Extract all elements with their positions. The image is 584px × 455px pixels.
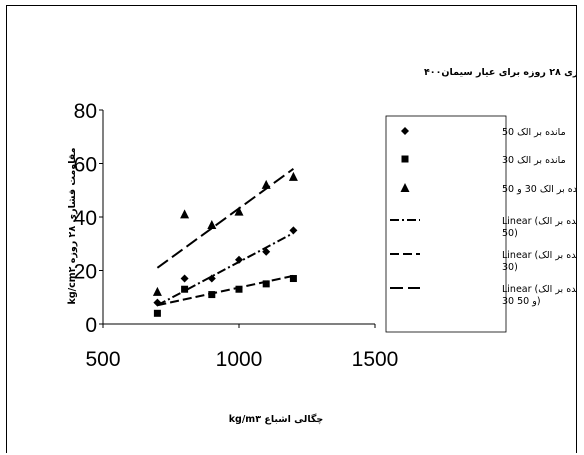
triangle-marker — [289, 172, 298, 181]
square-marker — [263, 280, 270, 287]
trendline — [157, 169, 293, 268]
triangle-marker — [207, 220, 216, 229]
legend-label: مانده بر الک) Linear — [502, 284, 577, 295]
legend-label: مانده بر الک) Linear — [502, 216, 577, 227]
triangle-marker — [262, 180, 271, 189]
legend-label: مانده بر الک 50 — [502, 127, 566, 138]
y-tick-label: 0 — [85, 314, 97, 337]
diamond-marker — [181, 275, 189, 283]
trendline — [157, 233, 293, 305]
diamond-marker — [289, 226, 297, 234]
legend: مانده بر الک 50 مانده بر الک 30 مانده بر ا… — [386, 116, 577, 332]
legend-label: (50 — [502, 228, 518, 239]
triangle-marker — [180, 209, 189, 218]
chart-frame: نمودار ۲ - رابطه بین چگالی اشباع و مقاوم… — [6, 5, 577, 455]
square-marker — [181, 286, 188, 293]
x-tick-label: 500 — [85, 348, 120, 371]
x-axis-label: چگالی اشباع kg/m۳ — [229, 413, 324, 425]
x-tick-label: 1500 — [352, 348, 399, 371]
y-axis-label: مقاومت فشاری ۲۸ روزه kg/cm۲ — [67, 147, 78, 304]
trendline — [157, 276, 293, 305]
trendlines — [157, 169, 293, 305]
square-marker — [208, 291, 215, 298]
chart-title: نمودار ۲ - رابطه بین چگالی اشباع و مقاوم… — [424, 66, 577, 78]
legend-label: مانده بر الک) Linear — [502, 250, 577, 261]
triangle-marker — [153, 287, 162, 296]
legend-box — [386, 116, 506, 332]
legend-label: (30 — [502, 262, 518, 273]
square-marker — [236, 286, 243, 293]
axes — [99, 110, 375, 328]
legend-label: (و 50 30 — [502, 296, 541, 307]
square-marker — [402, 156, 409, 163]
square-marker — [290, 275, 297, 282]
legend-label: مانده بر الک 30 — [502, 155, 566, 166]
square-marker — [154, 310, 161, 317]
x-tick-label: 1000 — [216, 348, 263, 371]
y-tick-label: 80 — [74, 100, 97, 123]
x-tick-labels: 500 1000 1500 — [85, 348, 398, 371]
chart-svg: نمودار ۲ - رابطه بین چگالی اشباع و مقاوم… — [6, 5, 577, 453]
legend-label: مانده بر الک 30 و 50 — [502, 184, 577, 195]
